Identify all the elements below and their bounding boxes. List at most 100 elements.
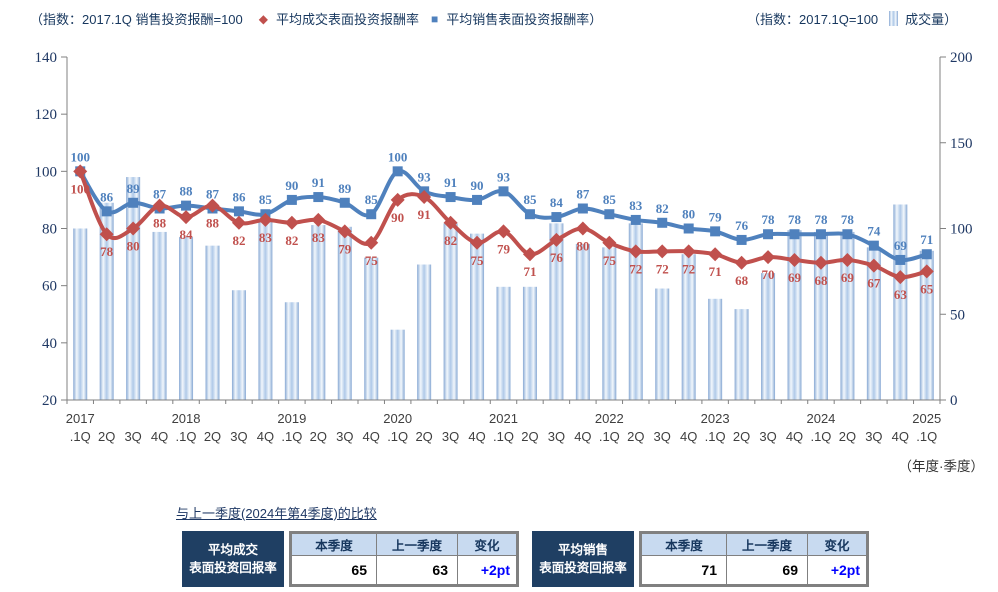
volume-bar: [152, 231, 167, 400]
x-quarter-label: 4Q: [363, 429, 380, 444]
sales-value-label: 78: [762, 212, 776, 227]
volume-bar: [496, 286, 511, 400]
deal-value-label: 69: [841, 270, 855, 285]
left-axis-tick-label: 80: [42, 222, 57, 238]
volume-bar: [761, 273, 776, 400]
sales-series-marker-icon: ■: [431, 11, 439, 26]
legend-left: （指数：2017.1Q 销售投资报酬=100 ◆ 平均成交表面投资报酬率 ■ 平…: [30, 9, 602, 28]
left-axis-tick-label: 40: [42, 336, 57, 352]
sales-value-label: 74: [867, 224, 881, 239]
deal-marker: [390, 192, 405, 207]
deal-value-label: 68: [814, 273, 828, 288]
x-year-label: 2019: [277, 411, 306, 426]
deal-marker: [179, 210, 194, 225]
volume-bar: [602, 247, 617, 400]
x-quarter-label: 3Q: [336, 429, 353, 444]
sales-value-label: 91: [444, 175, 457, 190]
x-quarter-label: 4Q: [892, 429, 909, 444]
x-quarter-label: 3Q: [654, 429, 671, 444]
sales-current-value: 71: [640, 555, 727, 586]
volume-bar: [99, 202, 114, 400]
deal-value-label: 70: [762, 267, 775, 282]
volume-bar: [628, 223, 643, 400]
deal-marker: [364, 235, 379, 250]
left-axis-tick-label: 60: [42, 279, 57, 295]
volume-bar: [231, 290, 246, 400]
sales-value-label: 69: [894, 238, 908, 253]
left-axis-tick-label: 140: [35, 50, 58, 66]
deal-value-label: 75: [471, 253, 485, 268]
deal-value-label: 84: [180, 227, 194, 242]
deal-value-label: 83: [259, 230, 273, 245]
volume-bar: [708, 298, 723, 400]
x-year-label: 2023: [701, 411, 730, 426]
volume-bar: [284, 302, 299, 400]
deal-marker: [575, 221, 590, 236]
deal-return-row-label: 平均成交 表面投资回报率: [182, 531, 284, 587]
col-header-current: 本季度: [640, 532, 727, 556]
sales-marker: [366, 209, 377, 220]
right-axis-tick-label: 0: [950, 393, 958, 409]
volume-bar: [840, 231, 855, 400]
comparison-title: 与上一季度(2024年第4季度)的比较: [176, 506, 377, 521]
volume-bar: [73, 228, 88, 400]
deal-previous-value: 63: [376, 555, 458, 586]
x-year-label: 2022: [595, 411, 624, 426]
x-year-label: 2024: [806, 411, 835, 426]
legend-deal-series-label: 平均成交表面投资报酬率: [276, 12, 420, 27]
deal-marker: [681, 244, 696, 259]
col-header-previous: 上一季度: [376, 532, 458, 556]
x-quarter-label: 4Q: [680, 429, 697, 444]
deal-value-label: 69: [788, 270, 802, 285]
legend-volume-label: 成交量）: [905, 12, 958, 27]
sales-marker: [630, 214, 641, 225]
col-header-change: 变化: [457, 532, 518, 556]
deal-marker: [893, 270, 908, 285]
deal-value-label: 78: [100, 244, 114, 259]
sales-marker: [842, 229, 853, 240]
sales-value-label: 79: [709, 209, 723, 224]
volume-bar-swatch-icon: [889, 11, 899, 26]
x-quarter-label: 4Q: [468, 429, 485, 444]
x-quarter-label: 3Q: [865, 429, 882, 444]
sales-change-value: +2pt: [807, 555, 868, 586]
deal-marker: [284, 215, 299, 230]
deal-value-label: 90: [391, 210, 404, 225]
x-quarter-label: .1Q: [493, 429, 514, 444]
x-quarter-label: 2Q: [310, 429, 327, 444]
sales-value-label: 85: [523, 192, 537, 207]
x-quarter-label: 2Q: [415, 429, 432, 444]
deal-value-label: 67: [867, 276, 881, 291]
sales-marker: [868, 240, 879, 251]
deal-marker: [417, 190, 432, 205]
volume-bar: [205, 245, 220, 400]
sales-marker: [551, 212, 562, 223]
volume-bar: [179, 237, 194, 400]
deal-value-label: 75: [365, 253, 379, 268]
sales-value-label: 80: [682, 207, 695, 222]
x-quarter-label: 3Q: [759, 429, 776, 444]
sales-value-label: 90: [285, 178, 298, 193]
x-quarter-label: 3Q: [230, 429, 247, 444]
legend-index-note: （指数：2017.1Q 销售投资报酬=100: [30, 12, 243, 27]
deal-marker: [99, 227, 114, 242]
sales-value-label: 78: [841, 212, 855, 227]
deal-value-label: 79: [497, 241, 511, 256]
x-quarter-label: .1Q: [387, 429, 408, 444]
x-quarter-label: 3Q: [442, 429, 459, 444]
sales-marker: [657, 217, 668, 228]
deal-value-label: 80: [127, 239, 140, 254]
volume-bar: [549, 223, 564, 400]
x-year-label: 2017: [66, 411, 95, 426]
right-axis-tick-label: 150: [950, 136, 973, 152]
deal-marker: [840, 252, 855, 267]
sales-value-label: 93: [497, 169, 511, 184]
sales-value-label: 85: [259, 192, 273, 207]
legend-volume-index-note: （指数：2017.1Q=100: [747, 12, 879, 27]
deal-marker: [205, 198, 220, 213]
deal-value-label: 75: [603, 253, 617, 268]
volume-bar: [126, 177, 141, 400]
volume-bar: [364, 257, 379, 400]
volume-bar: [813, 231, 828, 400]
deal-value-label: 91: [418, 207, 431, 222]
